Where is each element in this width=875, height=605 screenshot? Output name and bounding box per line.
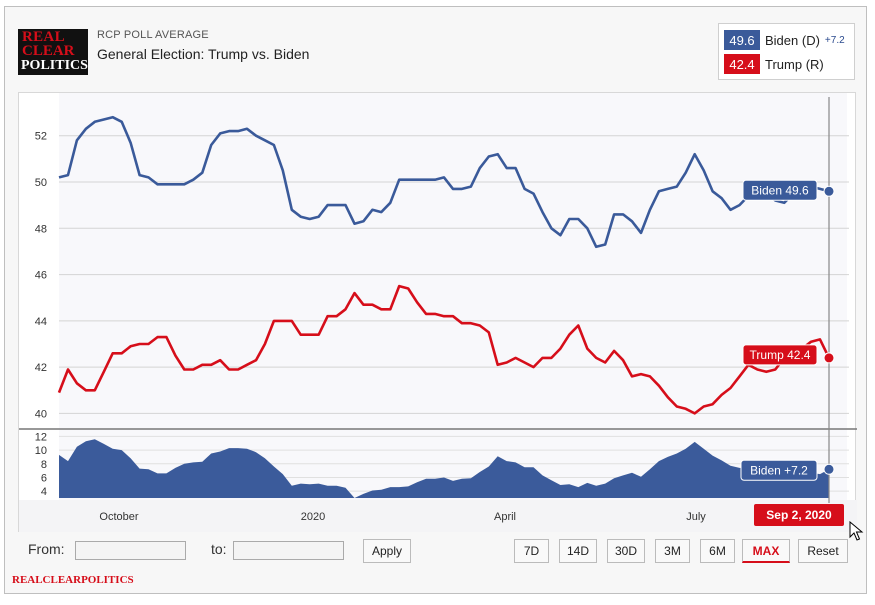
legend-biden-name: Biden (D) (765, 32, 820, 48)
legend: 49.6 Biden (D) +7.2 42.4 Trump (R) (718, 23, 855, 80)
chart-title: General Election: Trump vs. Biden (97, 46, 310, 62)
main-tick-label: 48 (35, 223, 47, 235)
trump-last-marker (823, 352, 835, 364)
footer-brand[interactable]: REALCLEARPOLITICS (12, 574, 134, 586)
legend-biden-spread: +7.2 (824, 34, 845, 46)
legend-trump-value: 42.4 (724, 54, 760, 74)
date-badge-box (754, 504, 844, 526)
trump-last-label-box (742, 344, 818, 366)
legend-trump: 42.4 Trump (R) (724, 54, 824, 74)
x-axis-strip (19, 500, 857, 532)
main-tick-label: 44 (35, 316, 47, 328)
main-tick-label: 42 (35, 362, 47, 374)
legend-biden: 49.6 Biden (D) +7.2 (724, 30, 845, 50)
mouse-cursor-icon (849, 521, 864, 541)
date-controls: From: to: Apply 7D 14D 30D 3M 6M MAX Res… (18, 533, 856, 569)
range-30d-button[interactable]: 30D (607, 539, 645, 563)
logo-line-politics: POLITICS (21, 58, 88, 73)
reset-button[interactable]: Reset (798, 539, 848, 563)
legend-biden-value: 49.6 (724, 30, 760, 50)
to-label: to: (211, 541, 227, 557)
spread-last-label-box (740, 459, 818, 481)
to-date-input[interactable] (233, 541, 344, 560)
from-label: From: (28, 541, 65, 557)
spread-tick-label: 4 (41, 486, 47, 498)
from-date-input[interactable] (75, 541, 186, 560)
date-badge: Sep 2, 2020 (766, 508, 832, 522)
trump-last-label: Trump 42.4 (750, 348, 811, 362)
x-tick-label: July (686, 511, 706, 523)
range-14d-button[interactable]: 14D (559, 539, 597, 563)
biden-last-marker (823, 185, 835, 197)
main-tick-label: 52 (35, 131, 47, 143)
biden-last-label-box (742, 179, 818, 201)
range-max-button[interactable]: MAX (742, 539, 790, 563)
x-tick-label: April (494, 511, 516, 523)
x-tick-label: October (99, 511, 138, 523)
plot-background (59, 93, 847, 503)
biden-last-label: Biden 49.6 (751, 183, 809, 197)
chart-area[interactable]: 52 50 48 46 44 42 40 12 10 8 6 4 October 2020 April Jul… (18, 92, 857, 533)
spread-tick-label: 12 (35, 431, 47, 443)
chart-subtitle: RCP POLL AVERAGE (97, 29, 209, 41)
logo-line-real: REAL (22, 29, 65, 45)
x-tick-label: 2020 (301, 511, 325, 523)
main-tick-label: 40 (35, 408, 47, 420)
apply-button[interactable]: Apply (363, 539, 411, 563)
spread-tick-label: 6 (41, 472, 47, 484)
spread-tick-label: 8 (41, 459, 47, 471)
range-7d-button[interactable]: 7D (514, 539, 549, 563)
main-tick-label: 50 (35, 177, 47, 189)
legend-trump-name: Trump (R) (765, 56, 824, 72)
spread-area (59, 439, 829, 498)
spread-last-marker (823, 463, 835, 475)
rcp-logo[interactable]: REAL CLEAR POLITICS (18, 29, 88, 75)
spread-last-label: Biden +7.2 (750, 463, 808, 477)
biden-line (58, 115, 830, 249)
range-3m-button[interactable]: 3M (655, 539, 690, 563)
poll-chart[interactable]: 52 50 48 46 44 42 40 12 10 86 4 October 2020 April Jul… (19, 93, 857, 533)
main-tick-label: 46 (35, 270, 47, 282)
logo-line-clear: CLEAR (22, 43, 75, 59)
trump-line (57, 284, 831, 415)
range-6m-button[interactable]: 6M (700, 539, 735, 563)
spread-tick-label: 10 (35, 445, 47, 457)
